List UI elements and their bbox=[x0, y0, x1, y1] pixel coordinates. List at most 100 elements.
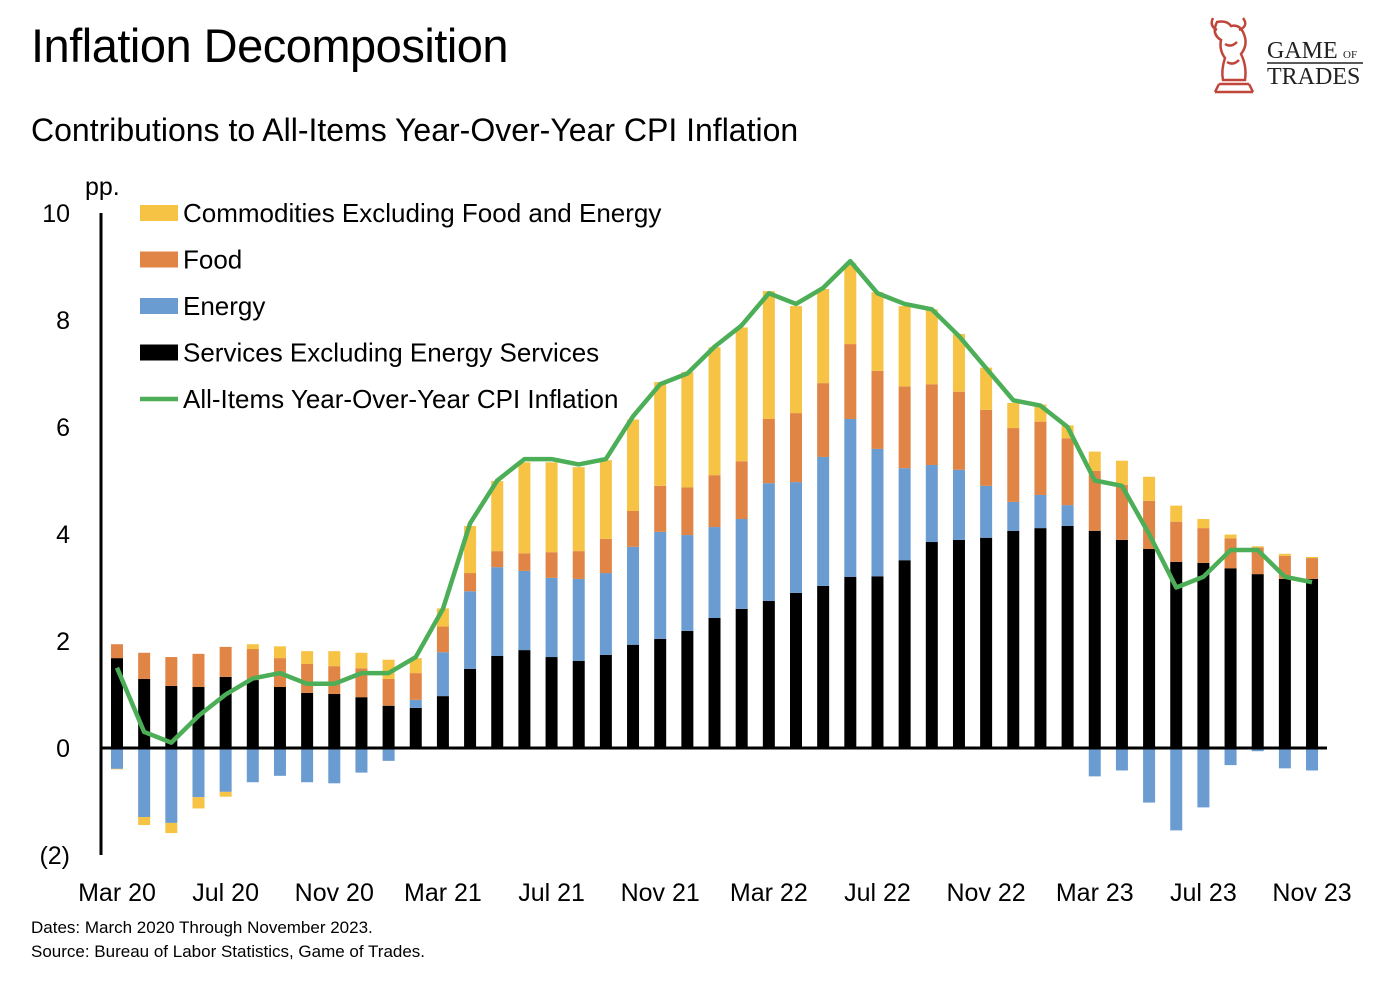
legend-label: Services Excluding Energy Services bbox=[183, 338, 599, 368]
bar-food-apr-23 bbox=[1115, 484, 1128, 540]
bar-food-mar-20 bbox=[111, 644, 123, 659]
bar-food-sep-22 bbox=[925, 384, 938, 465]
bar-energy-nov-23 bbox=[1306, 748, 1319, 771]
bar-commodities-excluding-food-and-energy-mar-20 bbox=[111, 768, 123, 770]
bar-energy-jul-23 bbox=[1197, 748, 1210, 808]
bar-commodities-excluding-food-and-energy-oct-23 bbox=[1278, 553, 1291, 556]
legend-swatch bbox=[140, 344, 178, 361]
bar-commodities-excluding-food-and-energy-mar-22 bbox=[762, 291, 775, 419]
bar-food-aug-22 bbox=[898, 386, 911, 469]
bar-food-aug-23 bbox=[1224, 538, 1237, 569]
bar-services-excluding-energy-services-oct-21 bbox=[627, 644, 640, 748]
bar-services-excluding-energy-services-oct-22 bbox=[952, 539, 965, 748]
x-tick-label: Nov 22 bbox=[947, 879, 1026, 907]
y-tick-label: 0 bbox=[56, 735, 70, 763]
x-tick-label: Jul 21 bbox=[518, 879, 585, 907]
bar-commodities-excluding-food-and-energy-aug-22 bbox=[898, 306, 911, 387]
y-tick-label: 2 bbox=[56, 628, 70, 656]
footer-source: Source: Bureau of Labor Statistics, Game… bbox=[31, 942, 426, 961]
bar-commodities-excluding-food-and-energy-sep-23 bbox=[1251, 546, 1264, 548]
bar-services-excluding-energy-services-jul-20 bbox=[219, 676, 232, 748]
bar-commodities-excluding-food-and-energy-may-20 bbox=[165, 822, 178, 834]
bar-food-jul-22 bbox=[871, 370, 884, 449]
legend-item-all-items-year-over-year-cpi-inflation: All-Items Year-Over-Year CPI Inflation bbox=[140, 384, 618, 414]
bar-services-excluding-energy-services-jul-22 bbox=[871, 576, 884, 748]
bar-food-feb-23 bbox=[1061, 438, 1074, 506]
bar-energy-apr-20 bbox=[138, 748, 151, 818]
bar-services-excluding-energy-services-sep-20 bbox=[273, 687, 286, 748]
bar-commodities-excluding-food-and-energy-aug-23 bbox=[1224, 534, 1237, 539]
legend-swatch bbox=[140, 298, 178, 314]
bar-food-jan-23 bbox=[1034, 421, 1047, 495]
footer-dates: Dates: March 2020 Through November 2023. bbox=[31, 918, 373, 937]
bar-services-excluding-energy-services-jun-23 bbox=[1170, 561, 1183, 748]
bar-commodities-excluding-food-and-energy-aug-21 bbox=[572, 467, 585, 552]
bar-commodities-excluding-food-and-energy-apr-23 bbox=[1115, 460, 1128, 485]
bar-energy-oct-23 bbox=[1278, 748, 1291, 769]
cpi-inflation-line bbox=[114, 258, 1313, 745]
bar-services-excluding-energy-services-may-22 bbox=[817, 585, 830, 748]
bar-services-excluding-energy-services-nov-21 bbox=[654, 638, 667, 748]
bar-energy-may-23 bbox=[1143, 748, 1156, 803]
bar-commodities-excluding-food-and-energy-may-21 bbox=[491, 481, 504, 552]
game-of-trades-logo: GAME OF TRADES bbox=[1205, 14, 1370, 104]
bar-energy-jan-22 bbox=[708, 527, 721, 618]
bar-commodities-excluding-food-and-energy-nov-20 bbox=[328, 651, 341, 667]
bar-energy-nov-22 bbox=[980, 485, 993, 538]
bar-services-excluding-energy-services-dec-20 bbox=[355, 697, 368, 748]
bar-services-excluding-energy-services-nov-23 bbox=[1306, 578, 1319, 748]
logo-text-trades: TRADES bbox=[1267, 64, 1360, 90]
bar-food-jun-20 bbox=[192, 653, 205, 688]
bar-food-aug-20 bbox=[246, 649, 259, 681]
bar-commodities-excluding-food-and-energy-oct-20 bbox=[301, 651, 314, 665]
bar-food-may-22 bbox=[817, 383, 830, 457]
bar-energy-aug-20 bbox=[246, 748, 259, 783]
bar-commodities-excluding-food-and-energy-mar-23 bbox=[1088, 451, 1101, 471]
logo-text-game: GAME bbox=[1267, 38, 1338, 64]
bar-energy-dec-22 bbox=[1007, 501, 1020, 531]
bar-food-mar-23 bbox=[1088, 470, 1101, 531]
bar-energy-apr-22 bbox=[790, 482, 802, 593]
bar-food-jan-21 bbox=[382, 678, 395, 706]
bar-energy-apr-23 bbox=[1115, 748, 1128, 771]
bar-energy-dec-21 bbox=[681, 535, 694, 631]
bar-services-excluding-energy-services-apr-21 bbox=[464, 668, 477, 748]
bar-energy-oct-22 bbox=[952, 469, 965, 540]
bar-services-excluding-energy-services-jan-21 bbox=[382, 705, 395, 748]
bar-food-mar-22 bbox=[762, 418, 775, 484]
bar-energy-apr-21 bbox=[464, 591, 477, 669]
bar-energy-feb-21 bbox=[409, 699, 422, 708]
bar-services-excluding-energy-services-oct-23 bbox=[1278, 578, 1291, 748]
bar-energy-oct-20 bbox=[301, 748, 314, 783]
bar-commodities-excluding-food-and-energy-sep-22 bbox=[925, 309, 938, 385]
bar-commodities-excluding-food-and-energy-jul-21 bbox=[545, 462, 558, 553]
bar-food-nov-21 bbox=[654, 485, 667, 532]
bar-commodities-excluding-food-and-energy-sep-21 bbox=[599, 460, 612, 539]
bar-food-oct-20 bbox=[301, 664, 314, 693]
bar-services-excluding-energy-services-mar-21 bbox=[436, 696, 449, 748]
bar-services-excluding-energy-services-jul-23 bbox=[1197, 562, 1210, 748]
bar-services-excluding-energy-services-apr-22 bbox=[790, 592, 802, 748]
bar-services-excluding-energy-services-mar-22 bbox=[762, 600, 775, 748]
legend-swatch bbox=[140, 251, 178, 268]
bar-services-excluding-energy-services-feb-23 bbox=[1061, 525, 1074, 748]
bar-commodities-excluding-food-and-energy-jul-23 bbox=[1197, 519, 1210, 529]
legend-item-commodities-excluding-food-and-energy: Commodities Excluding Food and Energy bbox=[140, 198, 661, 228]
bar-services-excluding-energy-services-may-21 bbox=[491, 655, 504, 748]
x-tick-label: Nov 20 bbox=[295, 879, 374, 907]
bar-services-excluding-energy-services-jun-22 bbox=[844, 576, 857, 748]
bar-food-oct-21 bbox=[627, 510, 640, 547]
bar-food-may-21 bbox=[491, 551, 504, 568]
bar-energy-may-22 bbox=[817, 456, 830, 586]
legend-label: Commodities Excluding Food and Energy bbox=[183, 198, 661, 228]
bar-energy-mar-20 bbox=[111, 748, 123, 769]
bar-commodities-excluding-food-and-energy-feb-22 bbox=[735, 327, 748, 462]
bar-energy-sep-21 bbox=[599, 573, 612, 655]
bar-food-apr-22 bbox=[790, 413, 802, 483]
bar-energy-jun-23 bbox=[1170, 748, 1183, 831]
bar-energy-jun-21 bbox=[518, 570, 531, 651]
bar-commodities-excluding-food-and-energy-apr-20 bbox=[138, 817, 151, 826]
x-tick-label: Mar 22 bbox=[730, 879, 808, 907]
x-tick-label: Nov 23 bbox=[1272, 879, 1351, 907]
